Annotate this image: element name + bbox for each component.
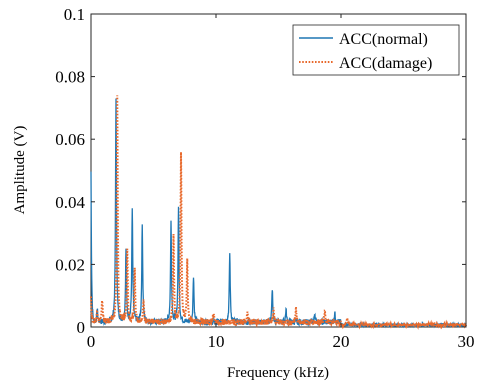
y-tick-label: 0.04 bbox=[55, 193, 85, 212]
legend-label-damage: ACC(damage) bbox=[339, 55, 432, 72]
x-tick-label: 0 bbox=[87, 332, 96, 351]
x-axis-label: Frequency (kHz) bbox=[227, 365, 329, 381]
y-tick-label: 0.06 bbox=[55, 130, 85, 149]
legend-label-normal: ACC(normal) bbox=[339, 31, 428, 48]
x-tick-label: 10 bbox=[208, 332, 225, 351]
legend: ACC(normal) ACC(damage) bbox=[292, 24, 460, 76]
x-axis-ticks: 0 10 20 30 bbox=[87, 14, 475, 351]
x-tick-label: 20 bbox=[333, 332, 350, 351]
legend-box bbox=[292, 24, 460, 76]
x-tick-label: 30 bbox=[458, 332, 475, 351]
y-axis-label: Amplitude (V) bbox=[12, 126, 28, 215]
y-tick-label: 0.08 bbox=[55, 68, 85, 87]
series-layer bbox=[90, 95, 467, 330]
y-tick-label: 0.1 bbox=[64, 5, 85, 24]
y-tick-label: 0.02 bbox=[55, 255, 85, 274]
series-line-damage bbox=[90, 95, 467, 330]
y-tick-label: 0 bbox=[77, 318, 86, 337]
y-axis-ticks: 0 0.02 0.04 0.06 0.08 0.1 bbox=[55, 5, 466, 337]
